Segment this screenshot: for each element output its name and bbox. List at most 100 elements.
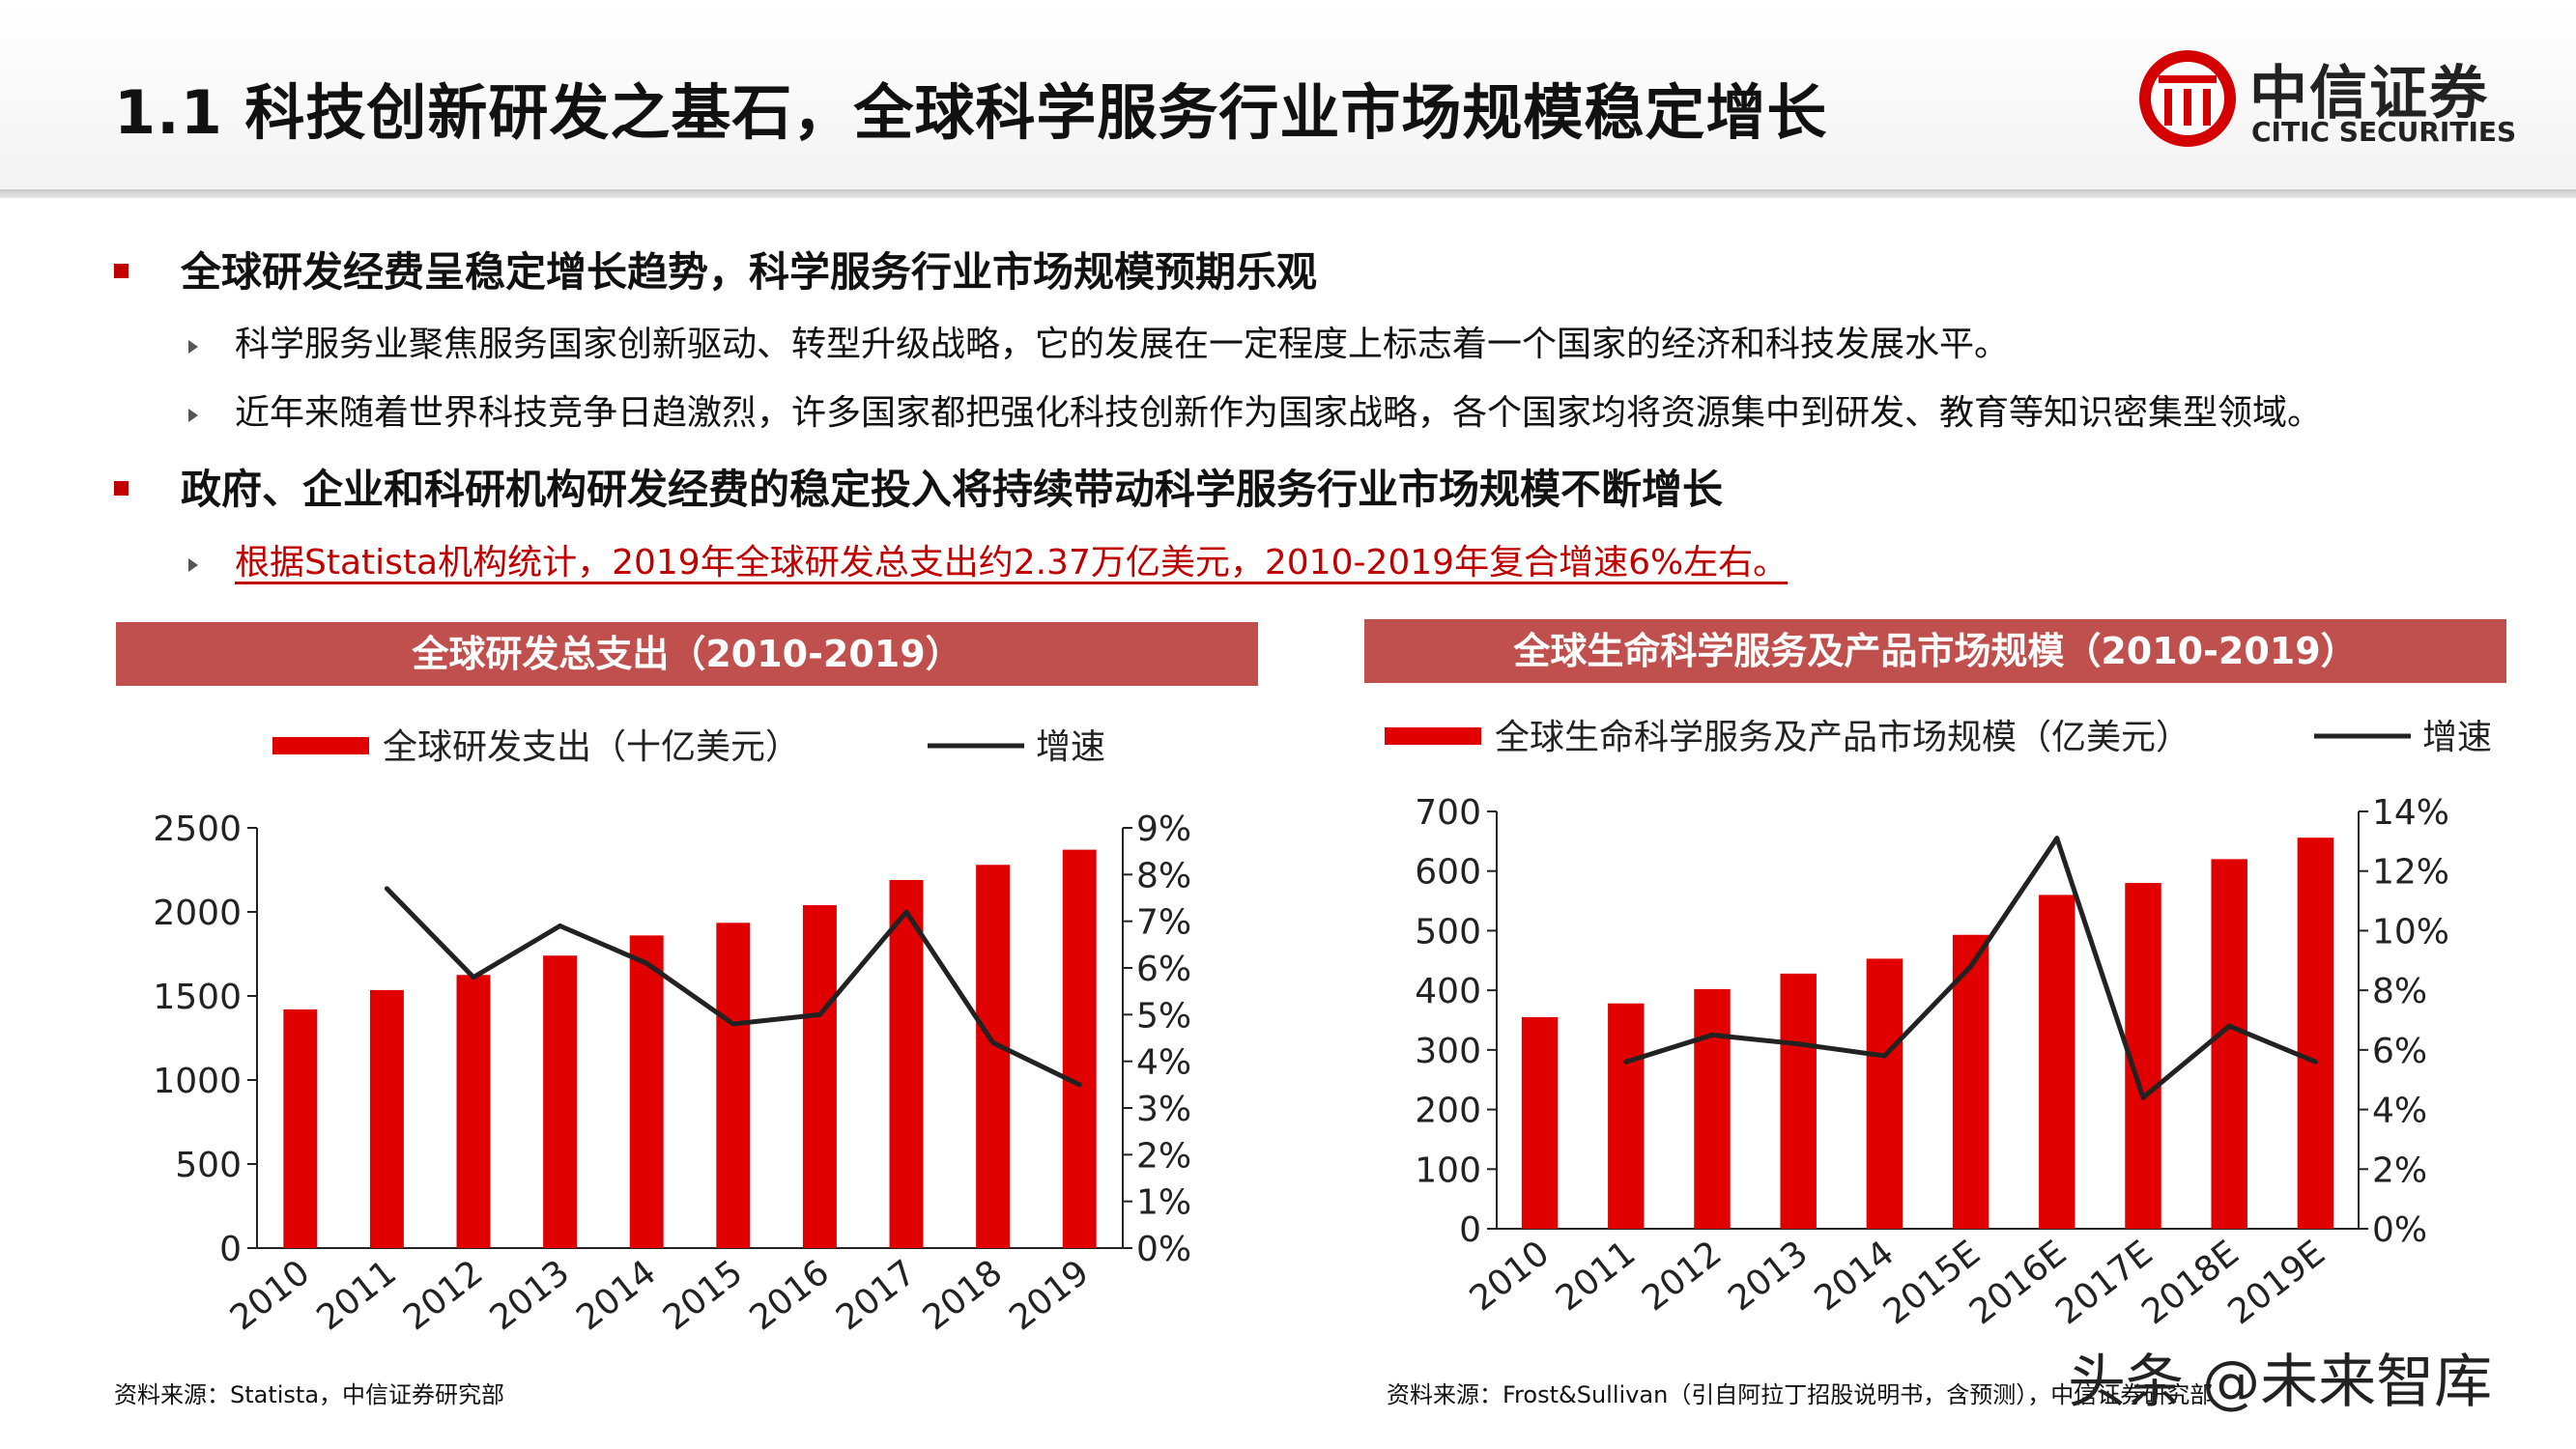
x-tick-label: 2017 [829,1253,923,1339]
bar [889,879,924,1248]
left-tick-label: 500 [1415,912,1481,952]
arrow-bullet-icon [188,340,198,354]
bar [543,955,578,1248]
bar [1521,1016,1559,1229]
growth-point [644,960,649,966]
right-tick-label: 2% [1136,1136,1191,1176]
bullet-1-2-text: 近年来随着世界科技竞争日趋激烈，许多国家都把强化科技创新作为国家战略，各个国家均… [235,393,2323,433]
right-tick-label: 6% [1136,950,1191,989]
growth-point [1076,1082,1082,1088]
left-source-note: 资料来源：Statista，中信证券研究部 [114,1381,505,1408]
bar [629,935,664,1248]
legend-bar-label: 全球生命科学服务及产品市场规模（亿美元） [1495,718,2190,757]
growth-point [2140,1094,2146,1100]
x-tick-label: 2019 [1002,1253,1096,1339]
bullet-1-text: 全球研发经费呈稳定增长趋势，科学服务行业市场规模预期乐观 [181,248,1318,296]
bar [456,975,491,1248]
left-tick-label: 300 [1415,1032,1481,1071]
x-tick-label: 2018E [2134,1234,2246,1333]
square-bullet-icon [114,481,129,496]
growth-point [384,886,389,892]
growth-point [1709,1032,1715,1037]
bar [283,1009,318,1248]
x-tick-label: 2013 [483,1253,577,1339]
left-tick-label: 700 [1415,793,1481,833]
bar [1952,934,1989,1229]
right-tick-label: 8% [2372,972,2427,1011]
right-chart: 全球生命科学服务及产品市场规模（亿美元） 增速 0 100 200 300 400 500 60… [1385,718,2492,1333]
bar [2297,838,2334,1229]
left-tick-label: 2000 [153,894,242,933]
growth-point [1881,1053,1887,1059]
x-tick-label: 2019E [2221,1234,2333,1333]
left-tick-label: 200 [1415,1092,1481,1131]
bar [1608,1003,1645,1229]
bar [802,905,837,1248]
square-bullet-icon [114,264,129,278]
right-chart-title-bar: 全球生命科学服务及产品市场规模（2010-2019） [1364,619,2506,683]
x-tick-label: 2011 [1549,1234,1643,1320]
left-tick-label: 600 [1415,853,1481,893]
logo-text-en: CITIC SECURITIES [2251,116,2517,148]
legend-bar-label: 全球研发支出（十亿美元） [383,727,800,767]
left-tick-label: 400 [1415,972,1481,1011]
right-tick-label: 14% [2372,793,2449,833]
left-tick-label: 0 [219,1230,242,1269]
right-tick-label: 7% [1136,903,1191,943]
right-tick-label: 0% [2372,1210,2427,1250]
x-tick-label: 2017E [2048,1234,2160,1333]
bar [1866,958,1903,1229]
bar [2211,859,2247,1229]
bullet-1-1-text: 科学服务业聚焦服务国家创新驱动、转型升级战略，它的发展在一定程度上标志着一个国家… [235,325,2010,364]
left-tick-label: 1500 [153,978,242,1017]
left-chart: 全球研发支出（十亿美元） 增速 0 500 1000 1500 2000 2500 0% 1% 2%… [153,727,1191,1339]
left-chart-title-bar: 全球研发总支出（2010-2019） [116,622,1258,686]
x-tick-label: 2015E [1876,1234,1988,1333]
growth-point [1623,1059,1629,1065]
legend-line-label: 增速 [2422,718,2492,757]
x-tick-label: 2016E [1962,1234,2074,1333]
growth-point [990,1039,996,1045]
x-tick-label: 2012 [396,1253,490,1339]
bullet-1: 全球研发经费呈稳定增长趋势，科学服务行业市场规模预期乐观 [114,240,1317,298]
right-tick-label: 6% [2372,1032,2427,1071]
bar [2039,895,2075,1229]
arrow-bullet-icon [188,409,198,422]
growth-point [2312,1059,2318,1065]
page-title: 1.1 科技创新研发之基石，全球科学服务行业市场规模稳定增长 [114,77,1828,148]
x-tick-label: 2014 [569,1253,663,1339]
right-tick-label: 12% [2372,853,2449,893]
legend-line-label: 增速 [1036,727,1105,767]
right-tick-label: 9% [1136,810,1191,849]
left-tick-label: 0 [1459,1210,1481,1250]
bullet-1-1: 科学服务业聚焦服务国家创新驱动、转型升级战略，它的发展在一定程度上标志着一个国家… [188,316,2009,366]
x-tick-label: 2018 [916,1253,1010,1339]
bar [976,865,1011,1248]
right-tick-label: 5% [1136,996,1191,1036]
growth-point [730,1021,736,1027]
right-tick-label: 1% [1136,1183,1191,1223]
bullet-2-1: 根据Statista机构统计，2019年全球研发总支出约2.37万亿美元，201… [188,534,1788,584]
right-tick-label: 4% [1136,1043,1191,1083]
growth-point [903,909,909,915]
growth-point [1795,1041,1801,1047]
growth-point [816,1011,822,1017]
left-tick-label: 2500 [153,810,242,849]
x-tick-label: 2015 [656,1253,750,1339]
logo-text-cn: 中信证券 [2249,60,2489,128]
right-tick-label: 3% [1136,1090,1191,1129]
growth-point [1968,963,1974,969]
bar [1780,973,1817,1229]
arrow-bullet-icon [188,558,198,572]
bar [1694,988,1731,1229]
left-tick-label: 1000 [153,1062,242,1101]
citic-logo: 中信证券 CITIC SECURITIES [2135,46,2541,155]
growth-point [558,923,563,928]
right-tick-label: 10% [2372,912,2449,952]
left-tick-label: 500 [175,1146,242,1185]
right-source-note: 资料来源：Frost&Sullivan（引自阿拉丁招股说明书，含预测），中信证券… [1387,1381,2214,1408]
right-tick-label: 0% [1136,1230,1191,1269]
right-tick-label: 8% [1136,856,1191,895]
right-tick-label: 4% [2372,1092,2427,1131]
bullet-1-2: 近年来随着世界科技竞争日趋激烈，许多国家都把强化科技创新作为国家战略，各个国家均… [188,384,2322,435]
